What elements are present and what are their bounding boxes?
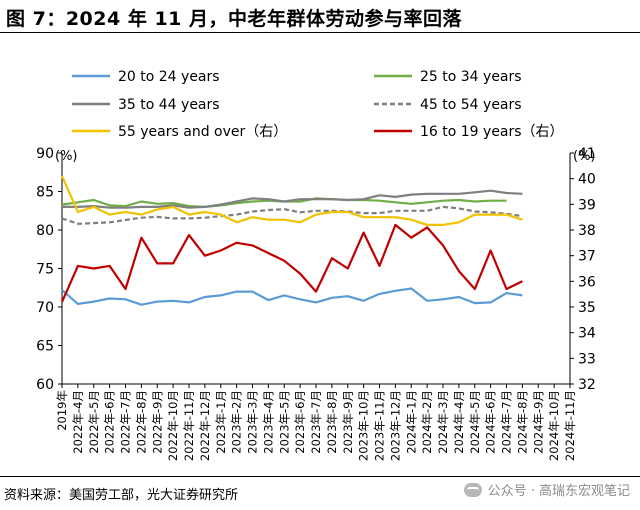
x-tick-label: 2024年-10月: [547, 390, 561, 461]
legend-label-5: 16 to 19 years（右）: [420, 124, 564, 140]
series-line-2: [62, 189, 523, 209]
line-chart: 20 to 24 years 25 to 34 years 35 to 44 yea…: [36, 69, 596, 461]
wechat-icon: [463, 482, 482, 497]
y-left-tick-label: 75: [36, 262, 54, 278]
x-tick-label: 2024年-6月: [484, 390, 498, 454]
x-tick-label: 2024年-1月: [404, 390, 418, 454]
legend-label-0: 20 to 24 years: [118, 69, 220, 85]
x-tick-label: 2023年-2月: [230, 390, 244, 454]
y-right-tick-label: 38: [578, 223, 596, 239]
chart-plot-area: [60, 175, 523, 306]
x-tick-label: 2022年-8月: [134, 390, 148, 454]
y-left-tick-label: 70: [36, 300, 54, 316]
y-right-tick-label: 40: [578, 172, 596, 188]
x-tick-label: 2019年: [55, 390, 69, 431]
legend-label-4: 55 years and over（右）: [118, 124, 287, 140]
x-tick-label: 2022年-12月: [198, 390, 212, 461]
x-tick-label: 2023年-5月: [277, 390, 291, 454]
x-tick-label: 2022年-9月: [150, 390, 164, 454]
x-tick-label: 2022年-5月: [87, 390, 101, 454]
chart-title: 图 7：2024 年 11 月，中老年群体劳动参与率回落: [6, 8, 463, 30]
x-tick-label: 2023年-7月: [309, 390, 323, 454]
x-tick-label: 2023年-1月: [214, 390, 228, 454]
x-tick-label: 2024年-11月: [563, 390, 577, 461]
series-line-4: [60, 175, 523, 226]
y-left-tick-label: 60: [36, 377, 54, 393]
x-tick-label: 2024年-3月: [436, 390, 450, 454]
x-tick-label: 2024年-2月: [420, 390, 434, 454]
x-tick-label: 2023年-4月: [261, 390, 275, 454]
legend-label-2: 35 to 44 years: [118, 97, 220, 113]
x-tick-label: 2023年-3月: [246, 390, 260, 454]
legend-label-1: 25 to 34 years: [420, 69, 522, 85]
y-right-tick-label: 39: [578, 197, 596, 213]
y-left-unit: (%): [55, 149, 78, 164]
x-tick-label: 2022年-11月: [182, 390, 196, 461]
x-tick-label: 2023年-8月: [325, 390, 339, 454]
x-tick-label: 2024年-9月: [531, 390, 545, 454]
y-right-unit: (%): [573, 149, 596, 164]
x-tick-label: 2023年-9月: [341, 390, 355, 454]
y-right-tick-label: 34: [578, 326, 596, 342]
x-tick-label: 2022年-6月: [103, 390, 117, 454]
x-tick-label: 2023年-12月: [388, 390, 402, 461]
legend-label-3: 45 to 54 years: [420, 97, 522, 113]
y-right-tick-label: 37: [578, 249, 596, 265]
x-tick-label: 2023年-11月: [373, 390, 387, 461]
x-tick-label: 2022年-10月: [166, 390, 180, 461]
watermark: 公众号 · 高瑞东宏观笔记: [463, 480, 630, 499]
y-right-tick-label: 41: [578, 146, 596, 162]
x-tick-label: 2024年-8月: [515, 390, 529, 454]
y-left-tick-label: 85: [36, 185, 54, 201]
x-tick-label: 2022年-7月: [119, 390, 133, 454]
y-left-tick-label: 90: [36, 146, 54, 162]
y-left-tick-label: 80: [36, 223, 54, 239]
x-tick-label: 2024年-5月: [468, 390, 482, 454]
series-line-1: [61, 197, 507, 208]
x-tick-label: 2023年-10月: [357, 390, 371, 461]
x-tick-label: 2022年-4月: [71, 390, 85, 454]
series-line-3: [61, 205, 523, 225]
y-left-tick-label: 65: [36, 339, 54, 355]
x-tick-label: 2023年-6月: [293, 390, 307, 454]
series-line-5: [60, 223, 523, 303]
series-line-0: [61, 287, 523, 306]
x-tick-label: 2024年-4月: [452, 390, 466, 454]
y-right-tick-label: 32: [578, 377, 596, 393]
title-divider: [0, 32, 640, 33]
source-note: 资料来源：美国劳工部，光大证券研究所: [4, 488, 239, 503]
chart-legend: 20 to 24 years 25 to 34 years 35 to 44 yea…: [72, 69, 564, 140]
y-right-tick-label: 33: [578, 351, 596, 367]
x-tick-label: 2024年-7月: [500, 390, 514, 454]
watermark-text: 公众号 · 高瑞东宏观笔记: [487, 484, 630, 499]
footer-divider: [0, 476, 640, 477]
y-right-tick-label: 35: [578, 300, 596, 316]
y-right-tick-label: 36: [578, 274, 596, 290]
